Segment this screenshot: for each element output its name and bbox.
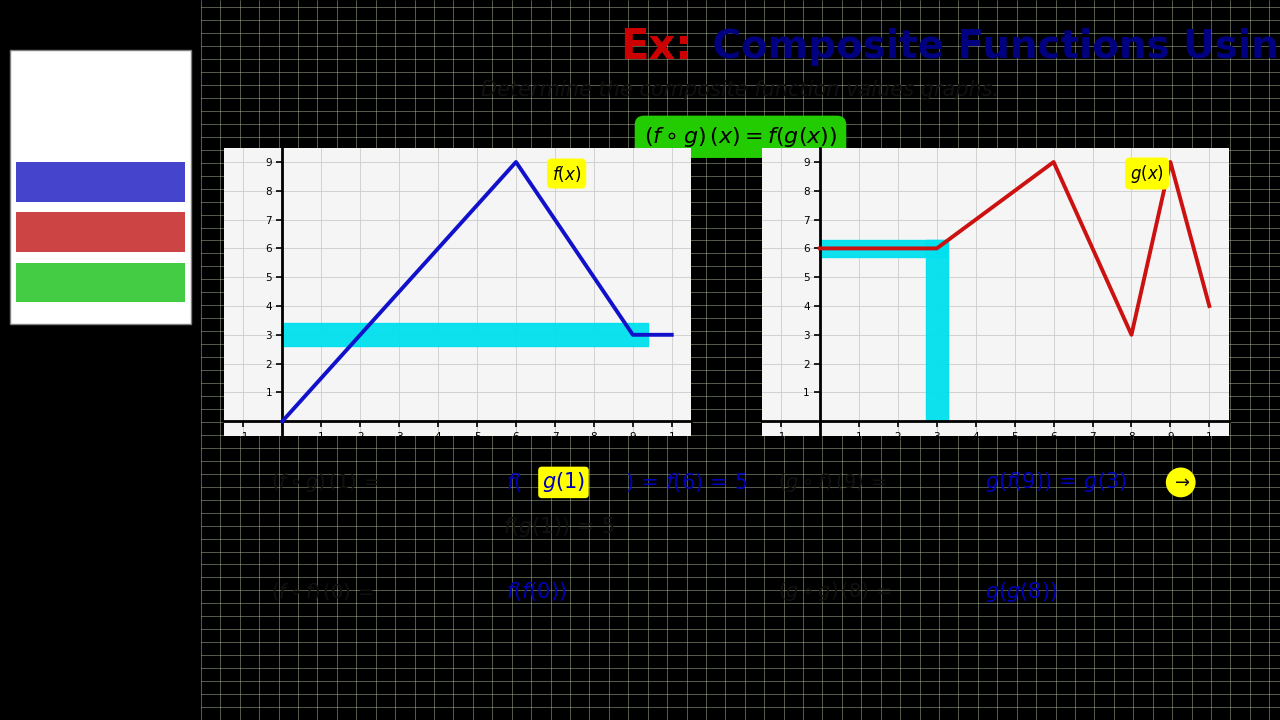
Text: Composite Functions Using Graphs: Composite Functions Using Graphs [699, 28, 1280, 66]
Text: $(f \circ g)\,(x) = f(g(x))$: $(f \circ g)\,(x) = f(g(x))$ [644, 125, 837, 149]
FancyBboxPatch shape [17, 263, 184, 302]
Text: $g(1)$: $g(1)$ [541, 470, 585, 495]
Text: $f($: $f($ [507, 471, 522, 494]
Text: $(g \circ g)\,(8)\,=\,$: $(g \circ g)\,(8)\,=\,$ [778, 580, 892, 603]
Text: $f(x)$: $f(x)$ [552, 163, 581, 184]
Text: $f(g(1))\,=\,5$: $f(g(1))\,=\,5$ [503, 515, 616, 539]
Text: $(f \circ f)\,(0)\,=\,$: $(f \circ f)\,(0)\,=\,$ [271, 581, 374, 603]
Text: Ex:: Ex: [620, 26, 692, 68]
Text: $f(f(0))$: $f(f(0))$ [507, 580, 567, 603]
Text: $)\,=\,f(6)\,=\,5$: $)\,=\,f(6)\,=\,5$ [625, 471, 749, 494]
Text: $g(x)$: $g(x)$ [1130, 163, 1164, 184]
Text: $g(f(9))\,=\,g(3)$: $g(f(9))\,=\,g(3)$ [986, 470, 1128, 495]
FancyBboxPatch shape [10, 50, 191, 324]
Text: $(g \circ f)\,(9)\,=\,$: $(g \circ f)\,(9)\,=\,$ [778, 471, 887, 494]
Text: $g(g(8))$: $g(g(8))$ [986, 580, 1059, 604]
Text: $\rightarrow$: $\rightarrow$ [1171, 474, 1190, 491]
Text: $(f \circ g)\,(1)\,=\,$: $(f \circ g)\,(1)\,=\,$ [271, 471, 379, 494]
FancyBboxPatch shape [17, 162, 184, 202]
FancyBboxPatch shape [17, 212, 184, 252]
Text: Determine the composite function values graphs.: Determine the composite function values … [481, 80, 1000, 100]
